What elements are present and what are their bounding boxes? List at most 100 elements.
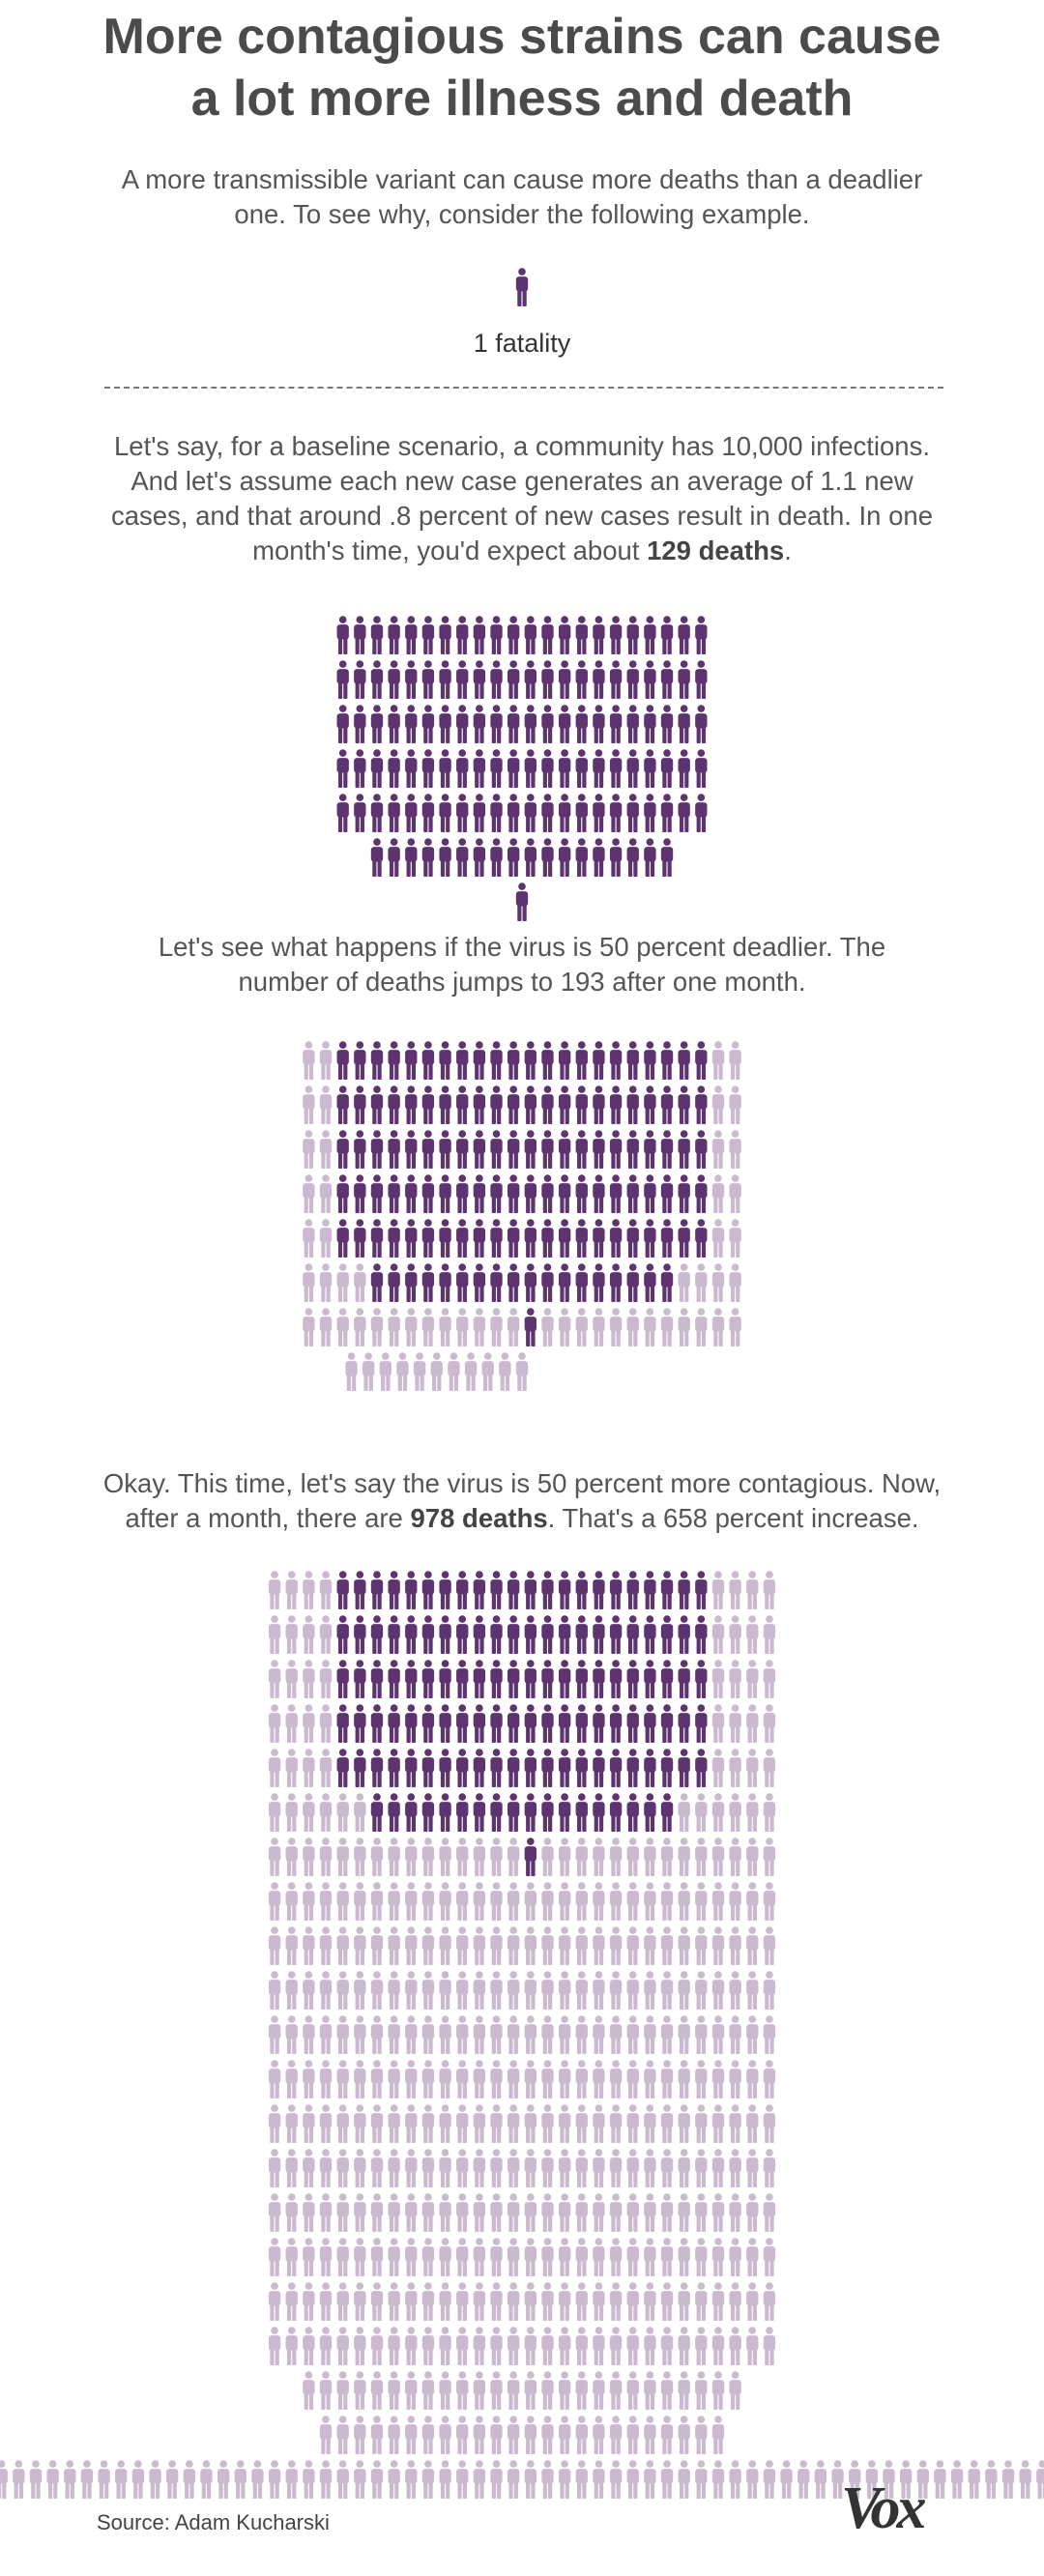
fatality-icon-additional [678, 1882, 690, 1921]
fatality-icon-baseline [439, 1749, 451, 1787]
fatality-icon-additional [268, 1749, 281, 1787]
fatality-icon-additional [678, 1308, 690, 1346]
fatality-icon-additional [763, 1793, 776, 1832]
fatality-icon-baseline [644, 705, 656, 743]
fatality-icon-additional [490, 2371, 503, 2410]
fatality-icon-additional [609, 2371, 623, 2410]
fatality-icon-baseline [456, 794, 469, 832]
fatality-icon-additional [678, 2416, 690, 2454]
fatality-icon-baseline [695, 794, 708, 832]
baseline-line-4: month's time, you'd expect about 129 dea… [252, 535, 792, 565]
fatality-icon-additional [303, 2460, 315, 2499]
fatality-icon-additional [388, 2327, 400, 2365]
fatality-icon-additional [660, 1838, 674, 1876]
fatality-icon-additional [303, 1308, 315, 1346]
fatality-icon-additional [644, 1882, 656, 1921]
fatality-icon-additional [303, 2371, 315, 2410]
fatality-icon-additional [303, 1749, 315, 1787]
fatality-icon-additional [626, 2060, 639, 2098]
fatality-icon-additional [439, 2104, 451, 2143]
fatality-icon-baseline [490, 1571, 503, 1609]
fatality-icon-additional [490, 2327, 503, 2365]
fatality-icon-baseline [421, 1085, 435, 1124]
fatality-icon-additional [285, 2282, 298, 2321]
fatality-icon-additional [678, 2104, 690, 2143]
fatality-icon-additional [268, 1793, 281, 1832]
fatality-icon-baseline [354, 1615, 366, 1654]
fatality-icon-baseline [660, 1263, 674, 1302]
fatality-icon-additional [593, 2238, 605, 2276]
fatality-icon-additional [729, 2149, 741, 2187]
fatality-icon-additional [1001, 2460, 1015, 2499]
fatality-icon-baseline [660, 1793, 674, 1832]
fatality-icon-additional [524, 2282, 537, 2321]
fatality-icon-baseline [473, 1660, 486, 1698]
fatality-icon-additional [729, 1749, 741, 1787]
fatality-icon-baseline [660, 1571, 674, 1609]
fatality-icon-additional [439, 2149, 451, 2187]
fatality-icon-additional [711, 2282, 725, 2321]
fatality-icon-additional [729, 1041, 741, 1080]
fatality-icon-additional [763, 2015, 776, 2054]
fatality-icon-baseline [644, 1704, 656, 1743]
fatality-icon-additional [490, 1308, 503, 1346]
fatality-icon-baseline [507, 1660, 520, 1698]
fatality-icon-additional [303, 2327, 315, 2365]
fatality-icon-baseline [388, 1085, 400, 1124]
fatality-icon-additional [609, 2416, 623, 2454]
fatality-icon-baseline [507, 1571, 520, 1609]
fatality-icon-additional [746, 1615, 759, 1654]
fatality-icon-additional [593, 2327, 605, 2365]
fatality-icon-baseline [575, 1749, 588, 1787]
fatality-icon-additional [746, 2460, 759, 2499]
fatality-icon-baseline [439, 749, 451, 788]
fatality-icon-baseline [456, 1130, 469, 1169]
fatality-icon-additional [695, 1308, 708, 1346]
fatality-icon-additional [660, 1882, 674, 1921]
fatality-icon-baseline [456, 660, 469, 699]
fatality-icon-baseline [336, 1704, 349, 1743]
fatality-icon-baseline [695, 616, 708, 654]
fatality-icon-additional [336, 2104, 349, 2143]
fatality-icon-baseline [421, 1660, 435, 1698]
fatality-icon-additional [481, 1352, 494, 1391]
fatality-icon-additional [388, 1838, 400, 1876]
fatality-icon-baseline [456, 1263, 469, 1302]
fatality-icon-additional [626, 1838, 639, 1876]
fatality-icon-additional [439, 2015, 451, 2054]
fatality-icon-additional [524, 2238, 537, 2276]
fatality-icon-baseline [336, 705, 349, 743]
fatality-icon-baseline [609, 1174, 623, 1213]
fatality-icon-baseline [660, 749, 674, 788]
fatality-icon-baseline [473, 1219, 486, 1258]
fatality-icon-baseline [507, 1704, 520, 1743]
fatality-icon-additional [98, 2460, 110, 2499]
fatality-icon-baseline [593, 749, 605, 788]
fatality-icon-baseline [490, 705, 503, 743]
fatality-icon-additional [405, 2193, 418, 2232]
fatality-icon-baseline [644, 749, 656, 788]
fatality-icon-additional [763, 2282, 776, 2321]
fatality-icon-additional [165, 2460, 179, 2499]
fatality-icon-baseline [678, 616, 690, 654]
fatality-icon-additional [268, 2238, 281, 2276]
fatality-icon-additional [490, 1838, 503, 1876]
fatality-icon-additional [303, 1219, 315, 1258]
fatality-icon-baseline [507, 1793, 520, 1832]
fatality-icon-additional [507, 2060, 520, 2098]
fatality-icon-baseline [609, 1704, 623, 1743]
fatality-icon-baseline [524, 1571, 537, 1609]
fatality-icon-additional [729, 2060, 741, 2098]
fatality-icon-additional [763, 2238, 776, 2276]
fatality-icon-additional [336, 1793, 349, 1832]
fatality-icon-baseline [695, 1219, 708, 1258]
fatality-icon-additional [13, 2460, 25, 2499]
fatality-icon-baseline [593, 705, 605, 743]
fatality-icon-additional [575, 2149, 588, 2187]
fatality-icon-additional [524, 2193, 537, 2232]
fatality-icon-additional [678, 1971, 690, 2010]
fatality-icon-baseline [490, 1174, 503, 1213]
fatality-icon-baseline [490, 1793, 503, 1832]
fatality-icon-additional [370, 1971, 384, 2010]
fatality-icon-additional [439, 2060, 451, 2098]
